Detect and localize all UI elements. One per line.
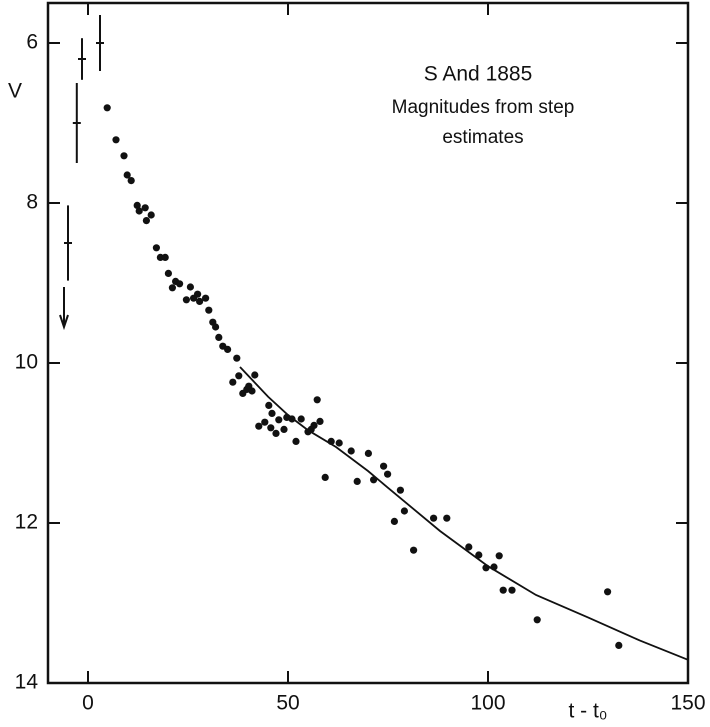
arrow <box>59 287 69 331</box>
data-point <box>229 378 237 386</box>
x-tick-label: 150 <box>670 692 705 715</box>
data-point <box>120 152 128 160</box>
data-point <box>152 244 160 252</box>
plot-frame <box>46 1 690 685</box>
y-tick-label: 12 <box>15 511 38 534</box>
data-point <box>248 387 256 395</box>
data-point <box>430 514 438 522</box>
y-tick-label: 8 <box>26 191 38 214</box>
data-point <box>604 588 612 596</box>
data-point <box>364 449 372 457</box>
data-point <box>251 371 259 379</box>
data-point <box>297 415 305 423</box>
data-point <box>202 294 210 302</box>
data-point <box>194 290 202 298</box>
data-point <box>443 514 451 522</box>
data-point <box>176 280 184 288</box>
data-point <box>465 543 473 551</box>
data-point <box>272 429 280 437</box>
data-point <box>384 470 392 478</box>
data-point <box>533 616 541 624</box>
data-point <box>615 641 623 650</box>
data-point <box>233 354 241 362</box>
data-point <box>215 333 223 341</box>
data-point <box>508 586 516 594</box>
data-point <box>316 417 324 425</box>
data-point <box>147 211 155 219</box>
data-point <box>103 104 111 112</box>
data-point <box>410 546 418 554</box>
y-axis-label: V <box>8 80 22 103</box>
data-point <box>212 323 220 331</box>
data-point <box>112 136 120 144</box>
data-point <box>268 409 276 417</box>
fit-curve <box>239 366 689 661</box>
data-point <box>182 296 190 304</box>
data-point <box>499 586 507 594</box>
x-tick-label: 0 <box>82 692 94 715</box>
data-point <box>196 297 204 305</box>
data-point <box>127 177 135 185</box>
data-point <box>400 507 408 515</box>
data-point <box>261 418 269 426</box>
data-point <box>164 269 172 277</box>
data-point <box>186 283 194 291</box>
data-point <box>123 171 131 179</box>
chart-subtitle: estimates <box>442 127 523 148</box>
data-point <box>224 345 232 353</box>
data-point <box>280 425 288 433</box>
x-axis-label: t - t₀ <box>568 700 607 723</box>
data-point <box>313 396 321 404</box>
upper-limit-arrow <box>59 287 69 331</box>
x-tick-label: 100 <box>470 692 505 715</box>
data-point <box>396 486 404 494</box>
data-point <box>495 552 503 560</box>
data-point <box>168 284 176 292</box>
data-point <box>133 201 141 209</box>
data-point <box>475 551 483 559</box>
data-point <box>267 424 275 432</box>
data-point <box>310 421 318 429</box>
data-point <box>292 437 300 445</box>
chart-subtitle: Magnitudes from step <box>392 97 575 118</box>
data-point <box>255 422 263 430</box>
data-point <box>142 217 150 225</box>
data-point <box>353 477 361 485</box>
x-tick-label: 50 <box>276 692 299 715</box>
y-tick-label: 14 <box>15 671 39 694</box>
data-point <box>321 473 329 481</box>
data-point <box>161 253 169 261</box>
data-point <box>347 447 355 455</box>
data-point <box>275 416 283 424</box>
data-point <box>235 372 243 380</box>
data-point <box>390 517 398 526</box>
y-tick-label: 6 <box>26 31 38 54</box>
data-point <box>335 439 343 447</box>
data-point <box>141 204 149 212</box>
data-point <box>205 306 213 314</box>
y-tick-label: 10 <box>15 351 38 374</box>
data-point <box>265 401 273 409</box>
chart-title: S And 1885 <box>424 63 533 86</box>
data-point <box>135 207 143 215</box>
data-point <box>380 462 388 470</box>
